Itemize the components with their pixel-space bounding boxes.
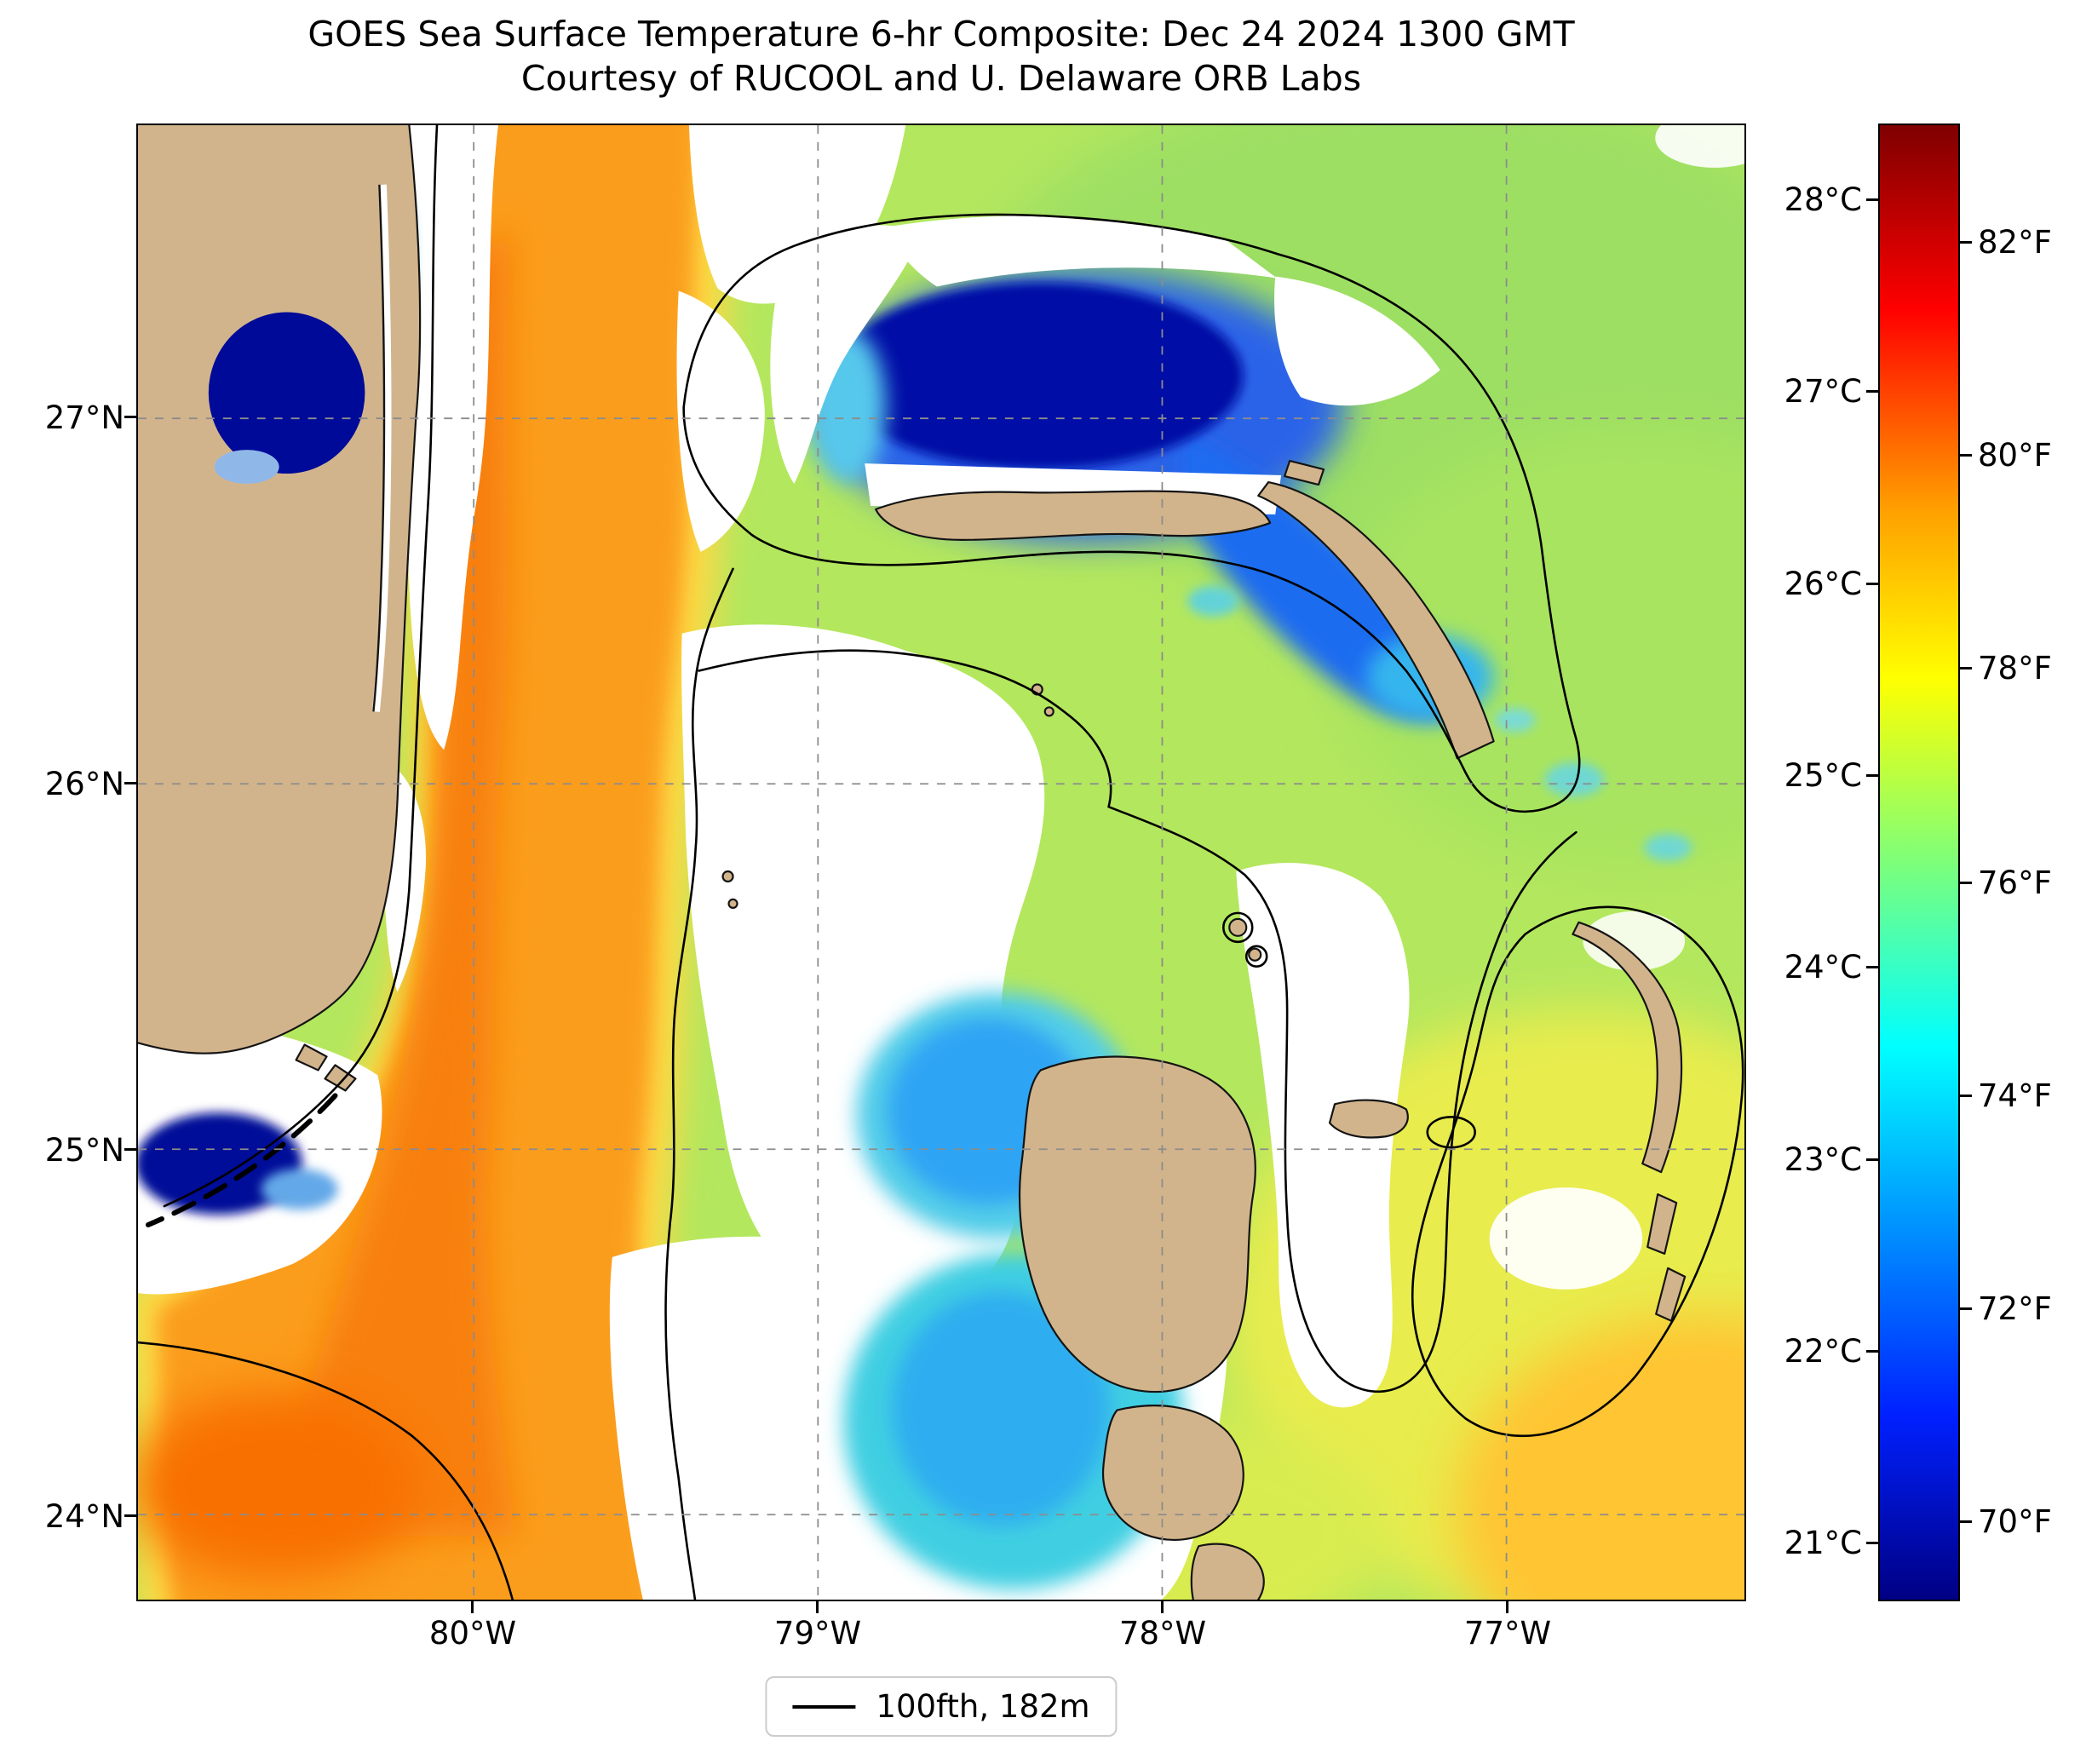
x-tick-label-78w: 78°W (1118, 1615, 1207, 1652)
colorbar-label-72f: 72°F (1978, 1290, 2052, 1327)
title-line-2: Courtesy of RUCOOL and U. Delaware ORB L… (520, 58, 1362, 100)
colorbar-label-25c: 25°C (1784, 757, 1862, 794)
colorbar-f-tick-mark (1960, 454, 1972, 457)
island-strip-south-1 (1646, 1193, 1678, 1255)
colorbar-c-tick-mark (1866, 390, 1878, 393)
colorbar-label-76f: 76°F (1978, 865, 2052, 901)
colorbar-label-24c: 24°C (1784, 949, 1862, 985)
colorbar-c-tick-mark (1866, 198, 1878, 201)
colorbar-label-78f: 78°F (1978, 650, 2052, 687)
y-tick-label-26n: 26°N (44, 766, 124, 802)
colorbar-c-tick-mark (1866, 1542, 1878, 1544)
y-tick-mark (124, 1514, 136, 1517)
florida-lagoon-detail (371, 184, 392, 712)
island-cay-2 (1043, 706, 1054, 717)
contour-legend: 100fth, 182m (765, 1676, 1118, 1737)
colorbar-label-26c: 26°C (1784, 566, 1862, 602)
sst-map-canvas (138, 125, 1744, 1600)
island-andros-tail (1190, 1543, 1265, 1600)
colorbar-c-tick-mark (1866, 774, 1878, 777)
x-tick-mark (816, 1601, 819, 1613)
colorbar-label-23c: 23°C (1784, 1141, 1862, 1178)
x-tick-label-77w: 77°W (1463, 1615, 1552, 1652)
cloud-no-data-layer (138, 125, 1744, 1600)
colorbar-f-tick-mark (1960, 1520, 1972, 1523)
florida-keys-dashed-line (145, 1093, 338, 1228)
colorbar-f-tick-mark (1960, 1095, 1972, 1097)
colorbar-gradient (1880, 125, 1958, 1600)
figure-title: GOES Sea Surface Temperature 6-hr Compos… (136, 12, 1746, 101)
colorbar (1878, 124, 1960, 1601)
lake-okeechobee-cold-water (208, 312, 365, 485)
island-berry-1 (1228, 917, 1248, 937)
map-plot-area (136, 124, 1746, 1601)
isobath-contours (138, 125, 1744, 1600)
colorbar-label-27c: 27°C (1784, 373, 1862, 410)
grid-lines (138, 125, 1744, 1600)
colorbar-f-tick-mark (1960, 882, 1972, 884)
colorbar-f-tick-mark (1960, 241, 1972, 244)
island-upper-keys-1 (295, 1043, 328, 1072)
land-florida (138, 125, 422, 1054)
island-berry-2 (1248, 947, 1262, 962)
contour-legend-label: 100fth, 182m (876, 1688, 1090, 1725)
colorbar-label-21c: 21°C (1784, 1525, 1862, 1561)
x-tick-label-79w: 79°W (773, 1615, 862, 1652)
contour-line-sample (792, 1704, 856, 1709)
colorbar-f-tick-mark (1960, 667, 1972, 669)
island-abaco (1257, 480, 1495, 760)
x-tick-mark (471, 1601, 474, 1613)
y-tick-label-25n: 25°N (44, 1132, 124, 1169)
colorbar-label-80f: 80°F (1978, 437, 2052, 474)
island-bimini-1 (721, 870, 734, 883)
island-new-providence (1328, 1099, 1409, 1139)
colorbar-f-tick-mark (1960, 1307, 1972, 1310)
y-tick-mark (124, 416, 136, 418)
colorbar-label-74f: 74°F (1978, 1077, 2052, 1114)
colorbar-c-tick-mark (1866, 1350, 1878, 1353)
island-andros-north (1018, 1055, 1256, 1393)
island-bimini-2 (727, 898, 738, 909)
island-eleuthera (1572, 921, 1683, 1174)
x-tick-mark (1161, 1601, 1164, 1613)
title-line-1: GOES Sea Surface Temperature 6-hr Compos… (307, 14, 1575, 55)
y-tick-mark (124, 782, 136, 784)
y-tick-label-27n: 27°N (44, 399, 124, 436)
colorbar-label-82f: 82°F (1978, 224, 2052, 261)
colorbar-c-tick-mark (1866, 966, 1878, 968)
colorbar-label-70f: 70°F (1978, 1503, 2052, 1540)
colorbar-c-tick-mark (1866, 1158, 1878, 1161)
island-abaco-cay (1284, 459, 1325, 486)
colorbar-label-28c: 28°C (1784, 181, 1862, 218)
x-tick-mark (1506, 1601, 1508, 1613)
y-tick-mark (124, 1148, 136, 1151)
island-andros-south (1101, 1405, 1244, 1541)
island-grand-bahama (875, 490, 1272, 541)
y-tick-label-24n: 24°N (44, 1498, 124, 1535)
colorbar-c-tick-mark (1866, 583, 1878, 585)
x-tick-label-80w: 80°W (428, 1615, 517, 1652)
colorbar-label-22c: 22°C (1784, 1333, 1862, 1370)
